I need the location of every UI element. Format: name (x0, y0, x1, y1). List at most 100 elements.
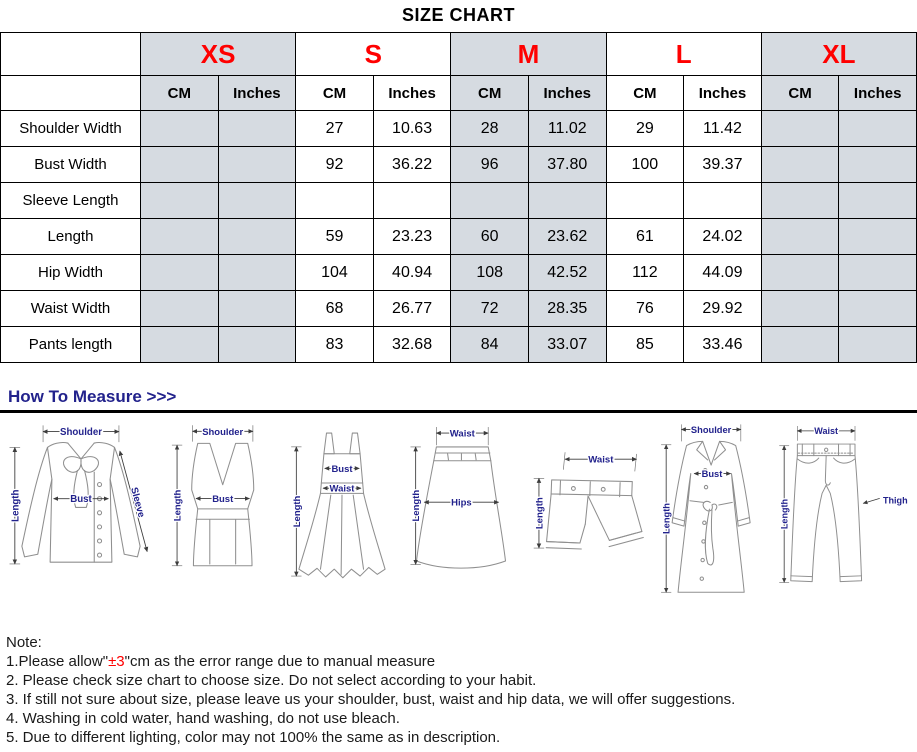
value-cell (605, 182, 685, 219)
value-cell: 33.07 (527, 326, 607, 363)
unit-header-inches: Inches (838, 75, 917, 111)
label-bust: Bust (332, 464, 354, 475)
table-row-bust-width: Bust Width 92 36.22 96 37.80 100 39.37 (0, 146, 917, 183)
garment-outline (790, 443, 863, 583)
label-bust: Bust (701, 469, 722, 479)
value-cell: 100 (605, 146, 685, 183)
measurement-label: Shoulder Width (0, 110, 141, 147)
value-cell (683, 182, 762, 219)
garment-outline (545, 479, 644, 550)
table-row-hip-width: Hip Width 104 40.94 108 42.52 112 44.09 (0, 254, 917, 291)
value-cell: 29 (605, 110, 685, 147)
value-cell: 112 (605, 254, 685, 291)
measurement-label: Hip Width (0, 254, 141, 291)
value-cell: 96 (450, 146, 529, 183)
dimension-arrows (410, 427, 500, 565)
value-cell: 29.92 (683, 290, 762, 327)
dimension-arrows (291, 446, 362, 577)
table-row-pants-length: Pants length 83 32.68 84 33.07 85 33.46 (0, 326, 917, 363)
value-cell: 104 (295, 254, 374, 291)
tolerance-value: ±3 (108, 653, 125, 670)
corner-cell-2 (0, 75, 141, 111)
table-row-waist-width: Waist Width 68 26.77 72 28.35 76 29.92 (0, 290, 917, 327)
label-waist: Waist (330, 484, 356, 495)
value-cell (217, 218, 297, 255)
value-cell: 23.23 (372, 218, 452, 255)
value-cell: 44.09 (683, 254, 762, 291)
value-cell: 28 (450, 110, 529, 147)
size-col-header-s: S (295, 32, 452, 76)
value-cell: 23.62 (527, 218, 607, 255)
label-length: Length (292, 495, 303, 527)
measure-diagrams-row: Shoulder Length Bust Sleeve Shoulder Len… (0, 413, 917, 613)
label-waist: Waist (588, 455, 614, 466)
how-to-measure-heading: How To Measure >>> (8, 387, 177, 406)
value-cell: 37.80 (527, 146, 607, 183)
divider-line (0, 410, 917, 413)
size-header-row: XS S M L XL (0, 32, 917, 76)
notes-section: Note: 1.Please allow"±3"cm as the error … (6, 633, 917, 747)
label-length: Length (779, 499, 789, 529)
label-waist: Waist (450, 429, 476, 440)
measurement-label: Sleeve Length (0, 182, 141, 219)
measurement-label: Waist Width (0, 290, 141, 327)
label-length: Length (10, 489, 21, 521)
page-title: SIZE CHART (402, 5, 515, 25)
unit-header-cm: CM (760, 75, 840, 111)
value-cell (140, 218, 219, 255)
value-cell: 11.42 (683, 110, 762, 147)
note-1-suffix: "cm as the error range due to manual mea… (124, 653, 436, 670)
value-cell: 108 (450, 254, 529, 291)
table-row-shoulder-width: Shoulder Width 27 10.63 28 11.02 29 11.4… (0, 110, 917, 147)
skirt-diagram: Waist Length Hips (410, 427, 507, 569)
pants-diagram: Waist Length Thigh (778, 425, 909, 583)
size-col-header-l: L (605, 32, 762, 76)
label-bust: Bust (212, 494, 234, 505)
dimension-arrows (172, 425, 254, 567)
value-cell: 83 (295, 326, 374, 363)
value-cell: 68 (295, 290, 374, 327)
note-line-2: 2. Please check size chart to choose siz… (6, 672, 537, 689)
value-cell (217, 290, 297, 327)
value-cell (140, 254, 219, 291)
value-cell (760, 290, 840, 327)
value-cell (217, 146, 297, 183)
value-cell: 26.77 (372, 290, 452, 327)
label-length: Length (534, 497, 545, 529)
value-cell (838, 326, 917, 363)
tank-top-diagram: Shoulder Length Bust (171, 425, 255, 567)
unit-header-cm: CM (140, 75, 219, 111)
value-cell (140, 290, 219, 327)
value-cell: 10.63 (372, 110, 452, 147)
value-cell (760, 110, 840, 147)
label-bust: Bust (70, 494, 92, 505)
label-shoulder: Shoulder (691, 425, 732, 435)
shorts-diagram: Waist Length (533, 452, 644, 550)
value-cell: 76 (605, 290, 685, 327)
note-line-5: 5. Due to different lighting, color may … (6, 729, 501, 746)
value-cell: 27 (295, 110, 374, 147)
value-cell: 11.02 (527, 110, 607, 147)
value-cell (372, 182, 452, 219)
table-row-length: Length 59 23.23 60 23.62 61 24.02 (0, 218, 917, 255)
unit-header-inches: Inches (683, 75, 762, 111)
value-cell: 60 (450, 218, 529, 255)
size-chart-table: XS S M L XL CM Inches CM Inches CM Inche… (0, 32, 917, 363)
value-cell (838, 254, 917, 291)
value-cell (838, 182, 917, 219)
unit-header-inches: Inches (527, 75, 607, 111)
blouse-diagram: Shoulder Length Bust Sleeve (9, 425, 149, 565)
label-hips: Hips (452, 498, 473, 509)
garment-outline (298, 432, 386, 579)
value-cell: 42.52 (527, 254, 607, 291)
unit-header-cm: CM (295, 75, 374, 111)
value-cell: 32.68 (372, 326, 452, 363)
value-cell (217, 110, 297, 147)
note-1-prefix: 1.Please allow" (6, 653, 109, 670)
value-cell (217, 254, 297, 291)
label-shoulder: Shoulder (202, 427, 243, 438)
value-cell (140, 326, 219, 363)
unit-header-cm: CM (450, 75, 529, 111)
label-length: Length (661, 503, 671, 534)
size-col-header-xs: XS (139, 32, 297, 76)
